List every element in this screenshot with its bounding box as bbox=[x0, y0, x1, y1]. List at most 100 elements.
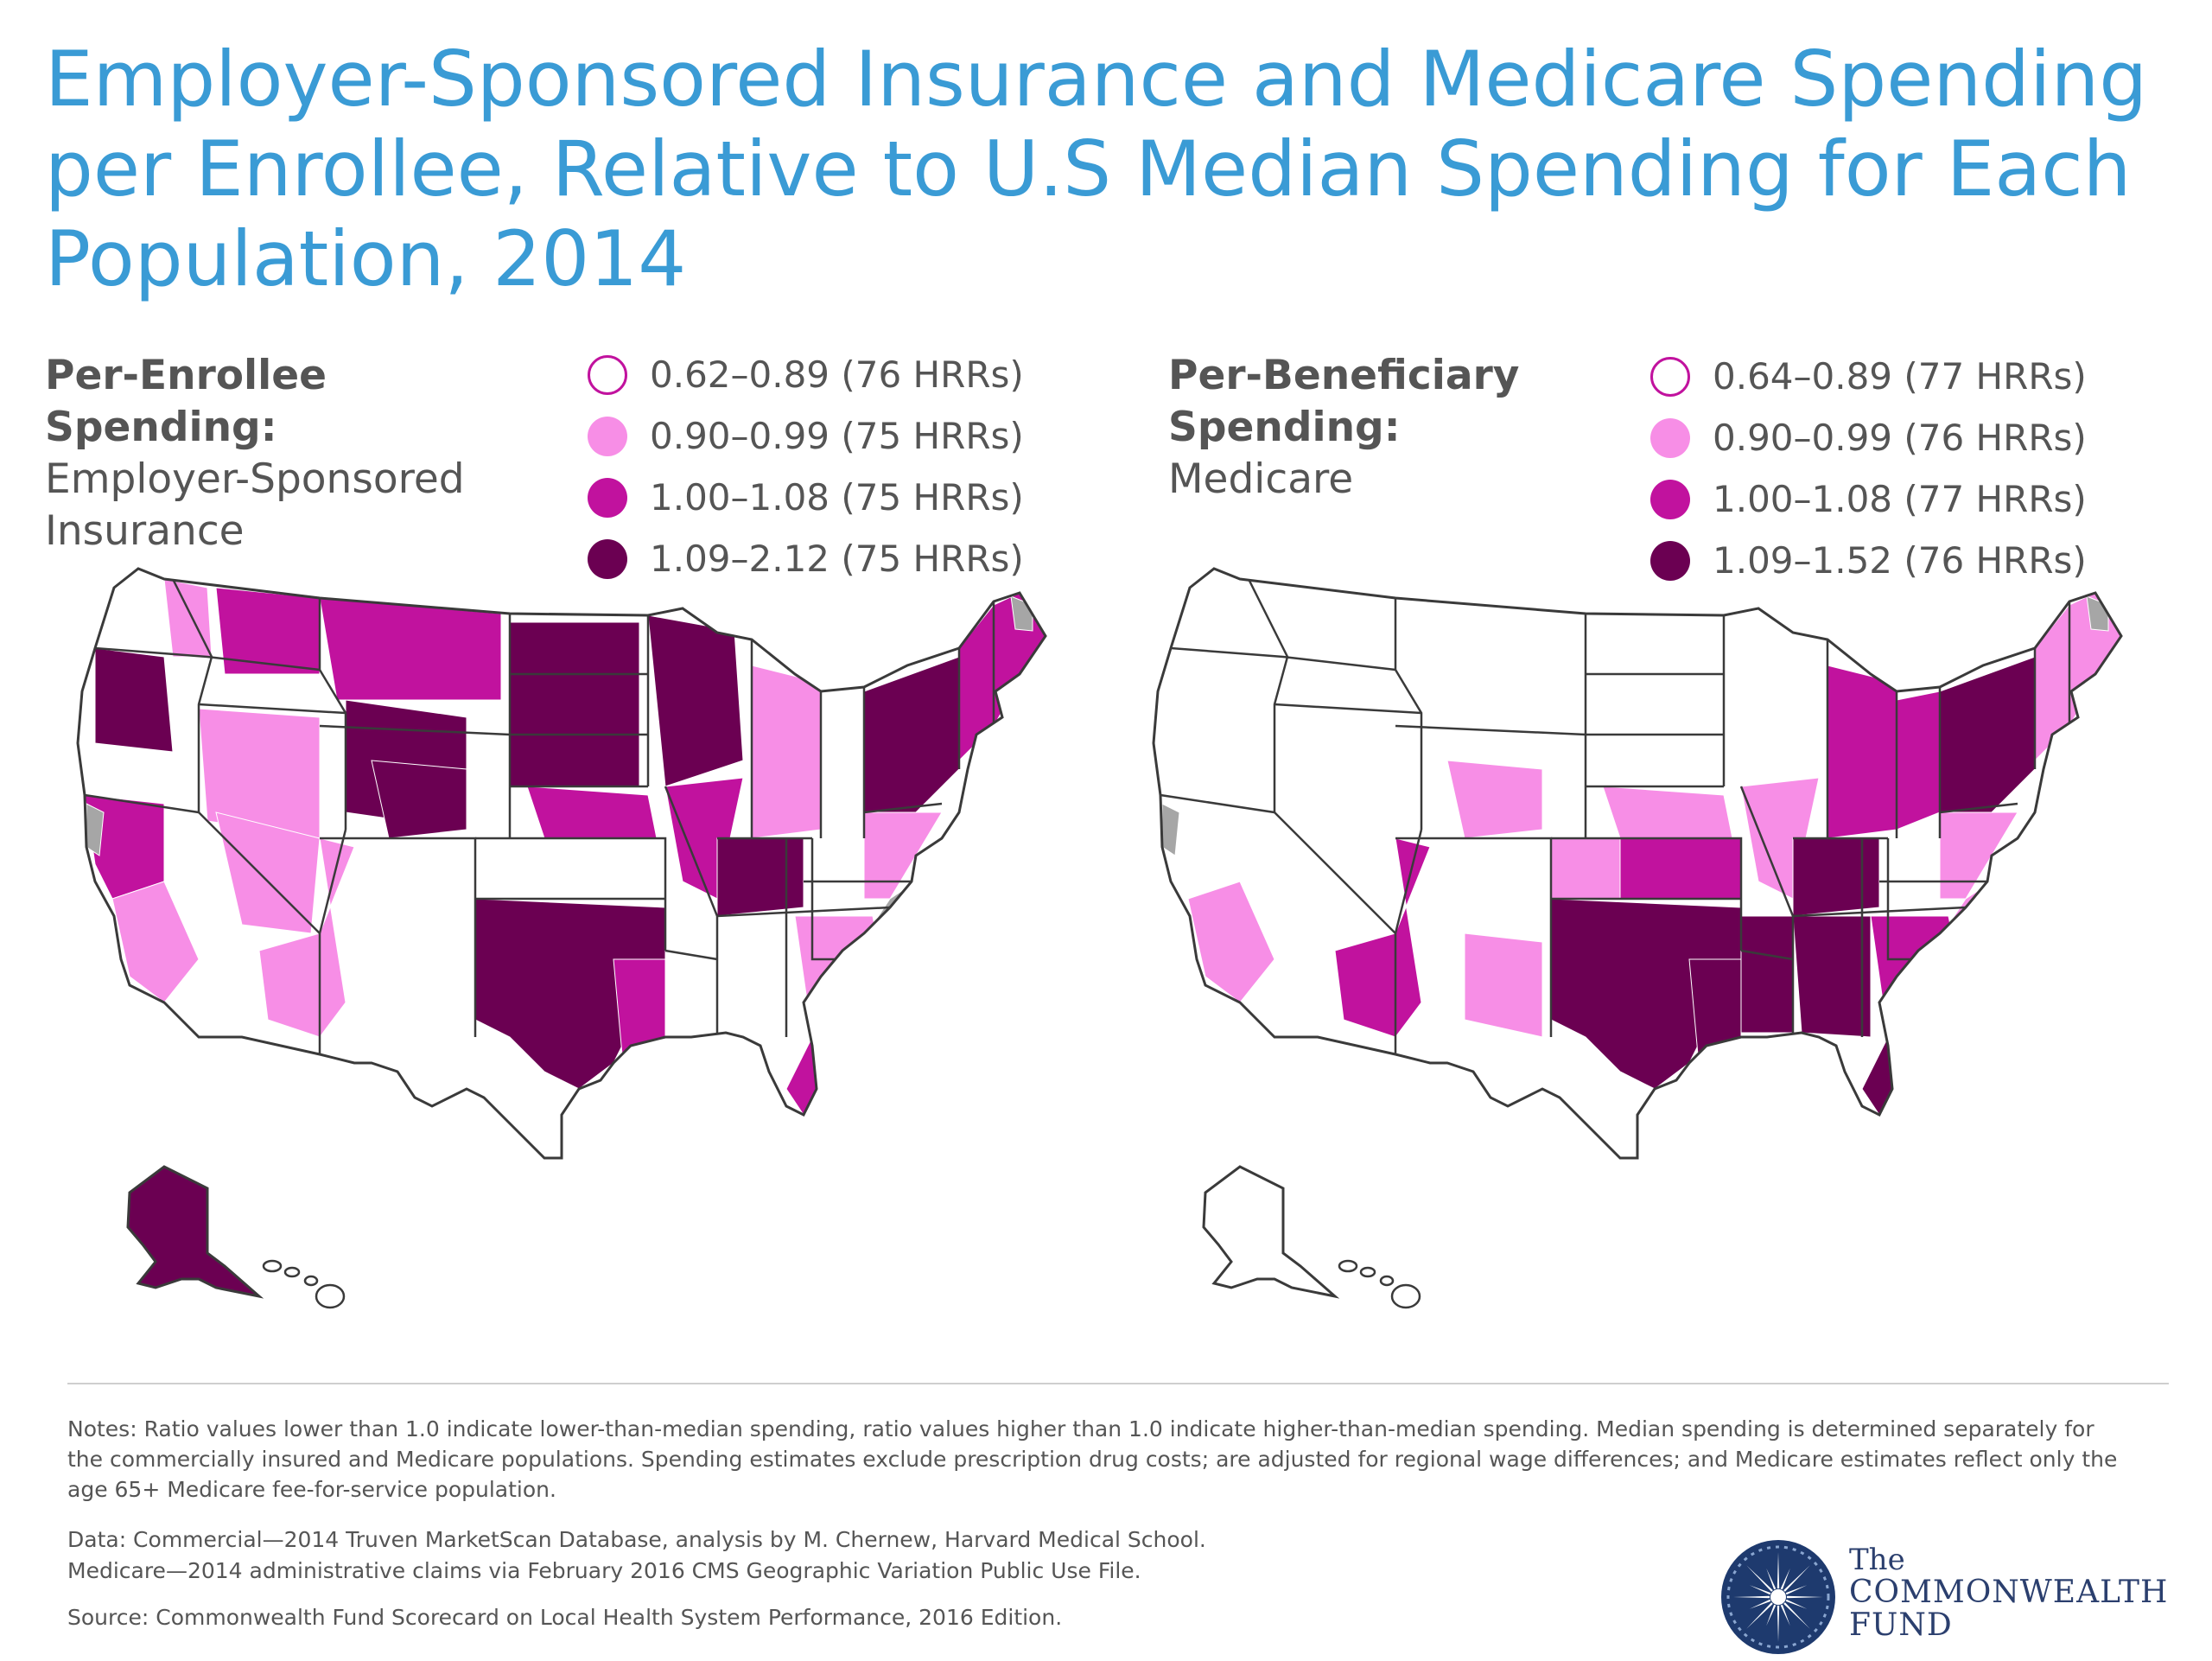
medicare-region-4 bbox=[1274, 708, 1396, 839]
medicare-region-25 bbox=[1827, 665, 1897, 839]
medicare-region-5 bbox=[1291, 811, 1396, 934]
legend-item: 1.09–2.12 (75 HRRs) bbox=[588, 528, 1024, 589]
esi-region-8 bbox=[319, 597, 502, 701]
legend-swatch-high bbox=[1650, 479, 1690, 519]
medicare-map-svg bbox=[1152, 567, 2123, 1309]
esi-hawaii-island-0 bbox=[262, 1259, 283, 1273]
commonwealth-fund-logo-icon bbox=[1718, 1537, 1839, 1661]
esi-region-0 bbox=[94, 647, 174, 753]
medicare-state-border-26 bbox=[1939, 802, 2018, 814]
esi-state-border-20 bbox=[716, 906, 891, 918]
logo-fund: FUND bbox=[1849, 1607, 1953, 1643]
medicare-state-border-0 bbox=[1170, 646, 1396, 671]
medicare-region-7 bbox=[1291, 587, 1396, 675]
commonwealth-fund-wordmark: The COMMONWEALTH FUND bbox=[1849, 1543, 2168, 1642]
legend-label: 0.90–0.99 (75 HRRs) bbox=[650, 415, 1024, 457]
esi-region-1 bbox=[163, 578, 213, 658]
logo-the: The bbox=[1849, 1543, 1905, 1577]
esi-region-23 bbox=[794, 915, 891, 1038]
esi-region-3 bbox=[111, 881, 200, 1003]
esi-hawaii-island-2 bbox=[303, 1275, 319, 1287]
right-panel-heading: Per-Beneficiary Spending: Medicare bbox=[1168, 350, 1548, 506]
esi-hawaii-island-1 bbox=[283, 1266, 301, 1278]
medicare-state-border-23 bbox=[1886, 838, 1914, 961]
esi-us-outline bbox=[76, 567, 1047, 1160]
esi-state-border-23 bbox=[810, 838, 838, 961]
esi-region-5 bbox=[215, 811, 321, 934]
legend-label: 1.09–2.12 (75 HRRs) bbox=[650, 538, 1024, 580]
esi-alaska bbox=[126, 1165, 264, 1299]
esi-spending-map bbox=[60, 553, 1123, 1314]
esi-state-border-0 bbox=[94, 646, 321, 671]
left-panel-heading: Per-Enrollee Spending: Employer-Sponsore… bbox=[45, 350, 563, 557]
esi-state-border-26 bbox=[863, 802, 943, 814]
left-heading-bold: Per-Enrollee Spending: bbox=[45, 352, 327, 451]
esi-region-13 bbox=[526, 786, 658, 839]
right-heading-line3: Medicare bbox=[1168, 455, 1354, 503]
esi-region-11 bbox=[474, 837, 545, 900]
esi-state-border-4 bbox=[198, 703, 346, 715]
legend-swatch-low bbox=[588, 416, 627, 456]
legend-item: 1.00–1.08 (77 HRRs) bbox=[1650, 468, 2087, 530]
esi-region-26 bbox=[820, 690, 865, 830]
medicare-state-border-2 bbox=[1274, 811, 1396, 934]
medicare-state-border-5 bbox=[1394, 598, 1423, 830]
medicare-region-17 bbox=[1464, 932, 1543, 1038]
data-line-medicare: Medicare—2014 administrative claims via … bbox=[67, 1558, 1141, 1583]
medicare-state-border-4 bbox=[1274, 703, 1422, 715]
legend-swatch-highest bbox=[588, 538, 627, 579]
footer-divider bbox=[67, 1383, 2169, 1384]
esi-region-21 bbox=[664, 915, 718, 1034]
medicare-us-outline bbox=[1152, 567, 2123, 1160]
legend-label: 1.00–1.08 (75 HRRs) bbox=[650, 476, 1024, 519]
esi-state-border-8 bbox=[319, 724, 511, 736]
medicare-state-border-1 bbox=[1160, 656, 1289, 814]
legend-item: 0.64–0.89 (77 HRRs) bbox=[1650, 346, 2087, 407]
medicare-state-border-18 bbox=[1740, 949, 1794, 961]
legend-label: 0.64–0.89 (77 HRRs) bbox=[1713, 355, 2087, 398]
medicare-alaska bbox=[1202, 1165, 1340, 1299]
esi-state-border-6 bbox=[318, 829, 347, 1054]
medicare-region-13 bbox=[1602, 786, 1733, 839]
esi-region-18 bbox=[647, 614, 744, 787]
legend-swatch-high bbox=[588, 477, 627, 518]
esi-region-25 bbox=[751, 665, 822, 839]
medicare-region-1 bbox=[1239, 578, 1288, 658]
esi-region-20 bbox=[716, 837, 804, 917]
legend-label: 1.09–1.52 (76 HRRs) bbox=[1713, 539, 2087, 582]
esi-region-4 bbox=[198, 708, 321, 839]
logo-commonwealth: COMMONWEALTH bbox=[1849, 1575, 2169, 1610]
esi-hawaii-island-3 bbox=[315, 1283, 346, 1309]
legend-item: 1.09–1.52 (76 HRRs) bbox=[1650, 530, 2087, 591]
medicare-region-28 bbox=[1939, 811, 2018, 900]
medicare-hawaii-island-2 bbox=[1379, 1275, 1395, 1287]
esi-region-12 bbox=[509, 621, 640, 787]
page-title: Employer-Sponsored Insurance and Medicar… bbox=[45, 35, 2148, 303]
data-line-commercial: Data: Commercial—2014 Truven MarketScan … bbox=[67, 1527, 1206, 1552]
legend-item: 0.90–0.99 (76 HRRs) bbox=[1650, 407, 2087, 468]
legend-swatch-lowest bbox=[588, 354, 627, 395]
legend-item: 0.90–0.99 (75 HRRs) bbox=[588, 405, 1024, 467]
esi-region-17 bbox=[388, 932, 467, 1038]
esi-state-border-5 bbox=[318, 598, 347, 830]
right-heading-bold: Per-Beneficiary Spending: bbox=[1168, 352, 1520, 451]
esi-region-7 bbox=[215, 587, 321, 675]
medicare-region-20 bbox=[1792, 837, 1880, 917]
legend-item: 1.00–1.08 (75 HRRs) bbox=[588, 467, 1024, 528]
medicare-region-23 bbox=[1870, 915, 1967, 1038]
medicare-region-21 bbox=[1740, 915, 1794, 1034]
legend-swatch-highest bbox=[1650, 540, 1690, 581]
medicare-region-22 bbox=[1792, 915, 1872, 1038]
medicare-state-border-14 bbox=[1620, 837, 1743, 951]
esi-region-10 bbox=[371, 760, 467, 839]
medicare-region-26 bbox=[1896, 690, 1941, 830]
medicare-state-border-6 bbox=[1394, 829, 1423, 1054]
left-heading-line3: Insurance bbox=[45, 507, 245, 555]
esi-region-28 bbox=[863, 811, 943, 900]
medicare-region-0 bbox=[1170, 647, 1249, 753]
medicare-region-3 bbox=[1187, 881, 1275, 1003]
esi-state-border-2 bbox=[198, 811, 321, 934]
medicare-hawaii-island-3 bbox=[1390, 1283, 1421, 1309]
esi-state-border-1 bbox=[84, 656, 213, 814]
esi-region-14 bbox=[543, 837, 666, 900]
